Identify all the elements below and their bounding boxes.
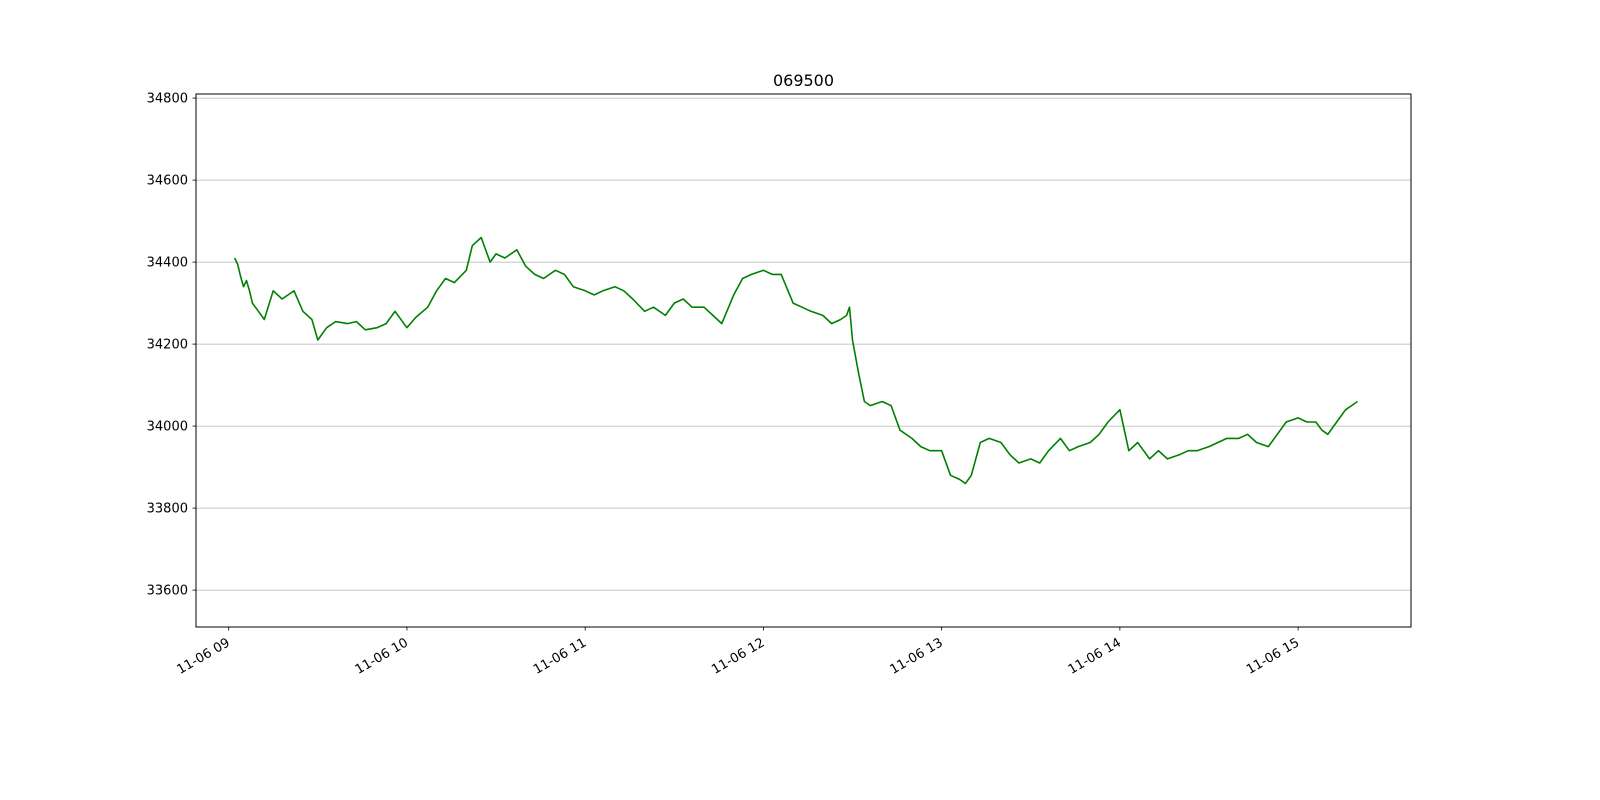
y-axis-ticks: 33600 33800 34000 34200 34400 34600 34800 [147,92,196,599]
y-tick-label: 34200 [147,338,188,353]
y-tick-label: 34600 [147,174,188,189]
y-tick-label: 34000 [147,420,188,435]
y-gridlines [196,97,1411,591]
chart-title: 069500 [773,71,834,90]
y-tick-label: 34800 [147,92,188,107]
y-tick-label: 34400 [147,256,188,271]
plot-area [233,236,1358,485]
y-tick-label: 33600 [147,584,188,599]
y-tick-label: 33800 [147,502,188,517]
axes-frame [195,93,1412,628]
price-series-line [233,236,1358,485]
